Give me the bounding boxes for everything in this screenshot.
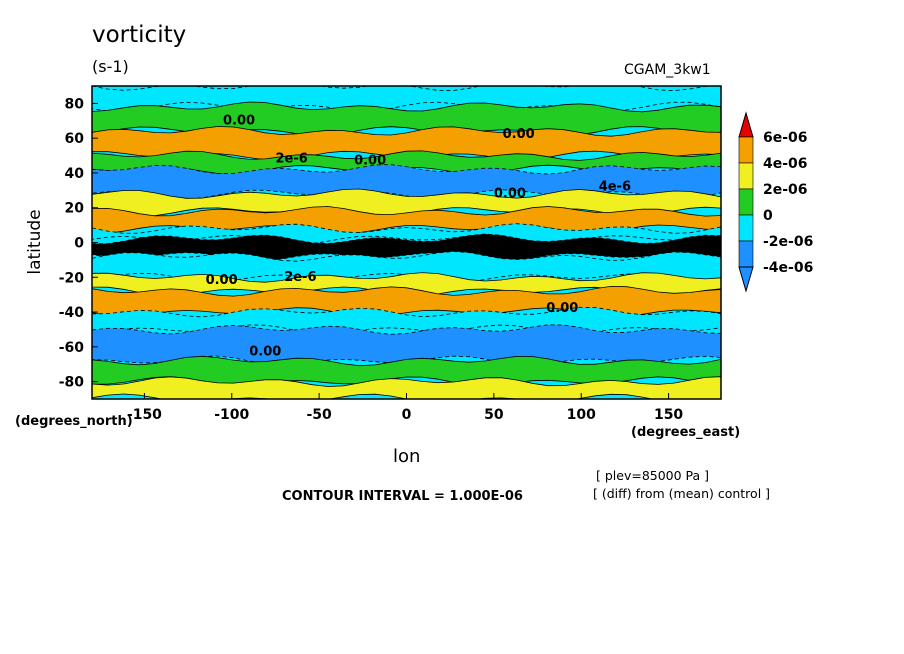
- contour-interval: CONTOUR INTERVAL = 1.000E-06: [282, 489, 523, 504]
- x-axis: -150 -100 -50 0 50 100 150: [127, 393, 683, 423]
- x-tick-label: 50: [484, 407, 504, 423]
- x-axis-label: lon: [393, 446, 421, 467]
- contour-label: 0.00: [249, 345, 281, 360]
- contour-label: 2e-6: [275, 152, 307, 167]
- colorbar-label: 0: [763, 208, 773, 224]
- colorbar-segment: [738, 214, 754, 242]
- y-axis-label: latitude: [25, 209, 45, 275]
- colorbar-label: 4e-06: [763, 156, 808, 172]
- contour-labels: 0.00 2e-6 0.00 0.00 0.00 4e-6 2e-6 0.00 0.00 0.00: [206, 113, 631, 359]
- contour-label: 0.00: [206, 273, 238, 288]
- x-axis-units: (degrees_east): [631, 425, 741, 440]
- band-11: [92, 285, 721, 318]
- contour-label: 0.00: [223, 113, 255, 128]
- band-1: [92, 101, 721, 136]
- contour-label: 0.00: [354, 153, 386, 168]
- model-label: CGAM_3kw1: [624, 62, 711, 78]
- band-7: [92, 223, 721, 245]
- y-tick-label: 0: [74, 236, 84, 252]
- x-tick-label: -100: [214, 407, 249, 423]
- y-axis-units: (degrees_north): [15, 414, 133, 429]
- colorbar-segment: [738, 240, 754, 268]
- chart-units: (s-1): [92, 57, 129, 76]
- contour-label: 0.00: [503, 127, 535, 142]
- y-tick-label: -20: [59, 270, 85, 286]
- x-tick-label: -150: [127, 407, 162, 423]
- colorbar-max-arrow: [738, 111, 754, 138]
- heatmap-body: [92, 86, 721, 399]
- band-13: [92, 324, 721, 366]
- colorbar-label: 6e-06: [763, 130, 808, 146]
- y-tick-label: -60: [59, 340, 85, 356]
- contour-label: 0.00: [494, 186, 526, 201]
- chart-title: vorticity: [92, 22, 187, 48]
- colorbar: 6e-06 4e-06 2e-06 0 -2e-06 -4e-06: [738, 111, 813, 293]
- contour-label: 4e-6: [599, 179, 631, 194]
- y-tick-label: 20: [65, 201, 85, 217]
- y-axis: 80 60 40 20 0 -20 -40 -60 -80: [59, 96, 98, 391]
- colorbar-label: -4e-06: [763, 260, 813, 276]
- x-tick-label: 150: [654, 407, 683, 423]
- y-tick-label: 40: [65, 166, 85, 182]
- band-9: [92, 251, 721, 283]
- y-tick-label: 80: [65, 96, 85, 112]
- contour-label: 0.00: [546, 301, 578, 316]
- band-15: [92, 376, 721, 399]
- colorbar-label: -2e-06: [763, 234, 813, 250]
- x-tick-label: -50: [306, 407, 332, 423]
- level-note: [ plev=85000 Pa ]: [596, 468, 710, 483]
- band-3: [92, 150, 721, 175]
- colorbar-min-arrow: [738, 266, 754, 293]
- x-tick-label: 0: [402, 407, 412, 423]
- y-tick-label: -80: [59, 375, 85, 391]
- colorbar-segment: [738, 162, 754, 190]
- contour-label: 2e-6: [284, 270, 316, 285]
- x-tick-label: 100: [567, 407, 596, 423]
- colorbar-segment: [738, 136, 754, 164]
- colorbar-segment: [738, 188, 754, 216]
- y-tick-label: 60: [65, 131, 85, 147]
- y-tick-label: -40: [59, 305, 85, 321]
- band-14: [92, 355, 721, 387]
- diff-note: [ (diff) from (mean) control ]: [593, 486, 771, 501]
- colorbar-label: 2e-06: [763, 182, 808, 198]
